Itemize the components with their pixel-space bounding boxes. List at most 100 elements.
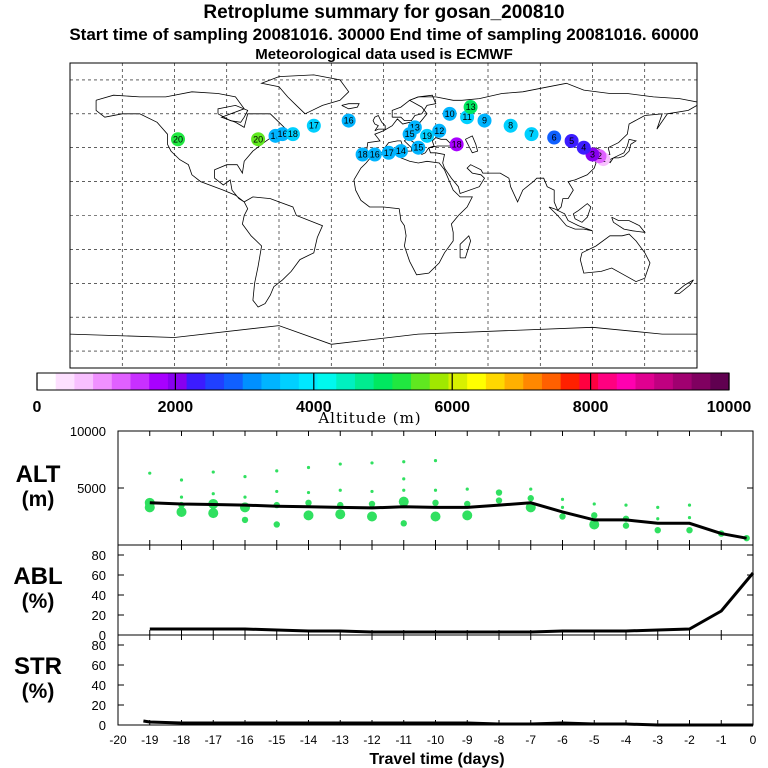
colorbar-swatch (242, 373, 263, 390)
y-tick-label: 20 (92, 698, 106, 713)
x-tick-label: -10 (427, 733, 445, 747)
cluster-label: 16 (344, 116, 354, 126)
x-tick-label: -2 (684, 733, 695, 747)
colorbar-swatch (467, 373, 487, 390)
altitude-cluster-point (432, 499, 439, 507)
colorbar-swatch (111, 373, 132, 390)
y-tick-label: 80 (92, 548, 106, 563)
mean-altitude-line (149, 501, 747, 540)
altitude-cluster-point (527, 495, 534, 502)
x-tick-label: -5 (589, 733, 600, 747)
cluster-label: 17 (384, 148, 394, 158)
cluster-marker (420, 128, 435, 143)
x-tick-label: -1 (716, 733, 727, 747)
altitude-cluster-point (144, 502, 155, 513)
cluster-marker (503, 118, 518, 133)
x-axis-label: Travel time (days) (369, 751, 504, 768)
cluster-label: 19 (422, 131, 432, 141)
coastline-segment (69, 325, 697, 345)
cluster-label: 15 (405, 129, 415, 139)
altitude-cluster-point (656, 505, 660, 509)
colorbar-swatch (74, 373, 94, 390)
cluster-marker (432, 123, 447, 138)
altitude-cluster-point (335, 509, 346, 520)
cluster-label: 6 (552, 133, 557, 143)
altitude-cluster-point (338, 488, 342, 492)
cluster-label: 8 (508, 121, 513, 131)
altitude-cluster-point (305, 499, 312, 507)
panel-label: ALT (16, 461, 61, 488)
colorbar-swatch (672, 373, 693, 390)
coastline-segment (548, 206, 593, 232)
cluster-marker (381, 145, 396, 160)
y-tick-label: 5000 (77, 481, 106, 496)
altitude-cluster-point (686, 526, 693, 534)
cluster-marker (564, 133, 579, 148)
cluster-label: 20 (173, 134, 183, 144)
colorbar-swatch (654, 373, 674, 390)
altitude-cluster-point (559, 513, 566, 520)
colorbar-swatch (485, 373, 506, 390)
altitude-cluster-point (402, 477, 406, 481)
colorbar-swatch (523, 373, 543, 390)
colorbar-swatch (261, 373, 281, 390)
altitude-cluster-point (560, 497, 565, 501)
cluster-marker (547, 130, 562, 145)
cluster-marker (576, 140, 591, 155)
coastline-segment (674, 279, 694, 294)
coastline-segment (372, 114, 386, 132)
altitude-cluster-point (211, 492, 215, 496)
panel-abl: 0 20 40 60 80 ABL(%) (13, 544, 755, 643)
colorbar-swatch (579, 373, 599, 390)
coastline-segment (95, 91, 287, 203)
altitude-cluster-point (179, 495, 184, 499)
panel-label: ABL (13, 563, 62, 590)
colorbar-swatch (55, 373, 76, 390)
cluster-marker (411, 140, 426, 155)
cluster-marker (449, 137, 464, 152)
cluster-label: 20 (253, 134, 263, 144)
x-tick-label: -7 (525, 733, 536, 747)
colorbar-swatch (691, 373, 711, 390)
cluster-marker (393, 144, 408, 159)
altitude-cluster-point (560, 505, 565, 509)
cluster-label: 10 (445, 109, 455, 119)
coastline-segment (579, 233, 651, 283)
colorbar-swatch (448, 373, 468, 390)
altitude-cluster-point (654, 526, 661, 534)
colorbar-swatch (710, 373, 730, 390)
plume-clusters: 1234567891011121315191816171016181816171… (170, 100, 611, 167)
x-tick-label: -12 (363, 733, 381, 747)
x-tick-label: 0 (750, 733, 757, 747)
altitude-cluster-point (589, 519, 600, 530)
altitude-cluster-point (368, 500, 376, 508)
x-tick-label: -11 (396, 733, 413, 747)
y-tick-label: 40 (92, 678, 106, 693)
cluster-label: 13 (466, 102, 476, 112)
altitude-cluster-point (529, 487, 533, 491)
panel-unit: (%) (22, 590, 55, 613)
colorbar-tick-label: 2000 (158, 399, 194, 416)
altitude-cluster-point (462, 510, 473, 521)
colorbar-swatch (298, 373, 319, 390)
colorbar-swatch (560, 373, 580, 390)
colorbar-swatch (37, 373, 57, 390)
colorbar-swatch (373, 373, 393, 390)
altitude-cluster-point (465, 487, 469, 491)
altitude-cluster-point (495, 497, 503, 504)
cluster-label: 4 (581, 143, 586, 153)
cluster-label: 17 (309, 121, 319, 131)
altitude-colorbar (36, 372, 730, 391)
colorbar-tick-label: 10000 (707, 399, 752, 416)
altitude-cluster-point (338, 462, 342, 466)
altitude-cluster-point (241, 516, 249, 524)
str-fraction-line (143, 719, 753, 727)
panel-unit: (%) (22, 680, 55, 703)
x-tick-label: -15 (268, 733, 286, 747)
y-tick-label: 80 (92, 638, 106, 653)
y-tick-label: 0 (99, 628, 106, 643)
meteorological-data-line: Meteorological data used is ECMWF (255, 46, 513, 63)
y-tick-label: 40 (92, 588, 106, 603)
cluster-label: 18 (288, 129, 298, 139)
altitude-cluster-point (656, 517, 660, 521)
